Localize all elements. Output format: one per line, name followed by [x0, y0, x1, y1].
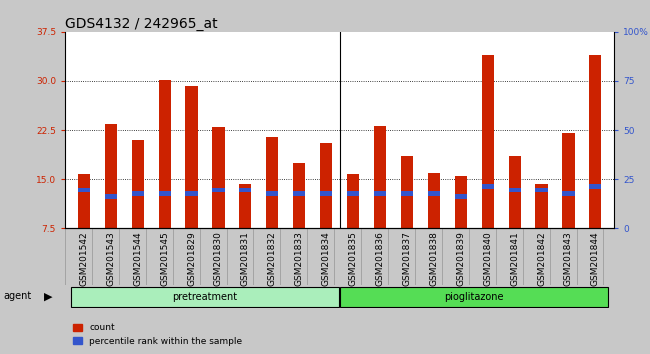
Bar — [266, 191, 278, 196]
Bar — [455, 194, 467, 199]
Bar — [239, 184, 252, 228]
Text: GSM201840: GSM201840 — [483, 231, 492, 286]
Text: GSM201543: GSM201543 — [106, 231, 115, 286]
Bar — [266, 137, 278, 228]
Text: GSM201842: GSM201842 — [537, 231, 546, 286]
Bar — [374, 126, 386, 228]
Bar — [213, 188, 224, 192]
Bar — [293, 191, 306, 196]
Bar — [401, 156, 413, 228]
Text: GSM201838: GSM201838 — [430, 231, 438, 286]
Text: GSM201829: GSM201829 — [187, 231, 196, 286]
Bar — [401, 191, 413, 196]
Bar — [185, 86, 198, 228]
Bar — [536, 188, 547, 192]
Text: GSM201841: GSM201841 — [510, 231, 519, 286]
Bar — [293, 163, 306, 228]
Text: pretreatment: pretreatment — [172, 292, 237, 302]
Text: GSM201544: GSM201544 — [133, 231, 142, 286]
Text: GSM201835: GSM201835 — [348, 231, 358, 286]
Text: GSM201831: GSM201831 — [241, 231, 250, 286]
Bar — [428, 173, 440, 228]
Text: GSM201839: GSM201839 — [456, 231, 465, 286]
Text: GSM201830: GSM201830 — [214, 231, 223, 286]
Text: GSM201834: GSM201834 — [322, 231, 331, 286]
Bar — [213, 127, 224, 228]
Bar — [78, 174, 90, 228]
Bar — [374, 191, 386, 196]
Text: GSM201832: GSM201832 — [268, 231, 277, 286]
Text: pioglitazone: pioglitazone — [445, 292, 504, 302]
Bar — [482, 55, 494, 228]
Bar — [132, 191, 144, 196]
Bar — [320, 191, 332, 196]
Text: GSM201837: GSM201837 — [402, 231, 411, 286]
Text: GSM201833: GSM201833 — [294, 231, 304, 286]
Bar — [239, 188, 252, 192]
Legend: count, percentile rank within the sample: count, percentile rank within the sample — [70, 320, 246, 349]
Bar — [105, 194, 117, 199]
Text: agent: agent — [3, 291, 31, 301]
Bar — [508, 156, 521, 228]
Bar — [320, 143, 332, 228]
Bar — [159, 191, 171, 196]
Bar — [132, 140, 144, 228]
Bar — [105, 124, 117, 228]
Bar — [347, 191, 359, 196]
Text: GSM201542: GSM201542 — [79, 231, 88, 286]
Bar — [508, 188, 521, 192]
Text: GSM201545: GSM201545 — [160, 231, 169, 286]
Bar — [78, 188, 90, 192]
Bar — [428, 191, 440, 196]
Bar — [71, 287, 339, 307]
Bar — [482, 184, 494, 189]
Bar — [536, 184, 547, 228]
Bar — [455, 176, 467, 228]
Bar — [159, 80, 171, 228]
Bar — [562, 133, 575, 228]
Bar — [590, 184, 601, 189]
Bar — [590, 55, 601, 228]
Text: GSM201844: GSM201844 — [591, 231, 600, 286]
Bar — [562, 191, 575, 196]
Bar — [340, 287, 608, 307]
Text: GSM201836: GSM201836 — [376, 231, 385, 286]
Text: GSM201843: GSM201843 — [564, 231, 573, 286]
Bar — [347, 174, 359, 228]
Bar — [185, 191, 198, 196]
Text: ▶: ▶ — [44, 291, 53, 301]
Text: GDS4132 / 242965_at: GDS4132 / 242965_at — [65, 17, 218, 31]
